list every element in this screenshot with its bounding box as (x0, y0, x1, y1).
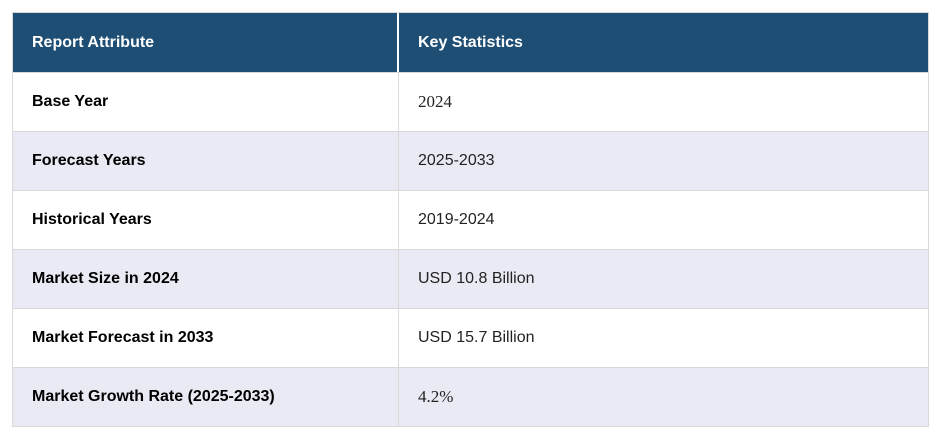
table-row: Market Forecast in 2033 USD 15.7 Billion (13, 308, 928, 367)
table-row: Market Growth Rate (2025-2033) 4.2% (13, 367, 928, 426)
column-header-report-attribute: Report Attribute (13, 13, 399, 72)
table-row: Forecast Years 2025-2033 (13, 131, 928, 190)
attribute-cell: Market Forecast in 2033 (13, 308, 399, 367)
table-row: Base Year 2024 (13, 72, 928, 131)
attribute-cell: Historical Years (13, 190, 399, 249)
value-cell: USD 10.8 Billion (399, 249, 928, 308)
value-cell: 2019-2024 (399, 190, 928, 249)
value-cell: 2025-2033 (399, 131, 928, 190)
table-row: Market Size in 2024 USD 10.8 Billion (13, 249, 928, 308)
value-cell: USD 15.7 Billion (399, 308, 928, 367)
table-header: Report Attribute Key Statistics (13, 13, 928, 72)
column-header-key-statistics: Key Statistics (399, 13, 928, 72)
attribute-cell: Market Growth Rate (2025-2033) (13, 367, 399, 426)
table-row: Historical Years 2019-2024 (13, 190, 928, 249)
value-cell: 4.2% (399, 367, 928, 426)
attribute-cell: Forecast Years (13, 131, 399, 190)
header-row: Report Attribute Key Statistics (13, 13, 928, 72)
value-cell: 2024 (399, 72, 928, 131)
attribute-cell: Market Size in 2024 (13, 249, 399, 308)
table-body: Base Year 2024 Forecast Years 2025-2033 … (13, 72, 928, 426)
key-statistics-table: Report Attribute Key Statistics Base Yea… (12, 12, 929, 427)
attribute-cell: Base Year (13, 72, 399, 131)
